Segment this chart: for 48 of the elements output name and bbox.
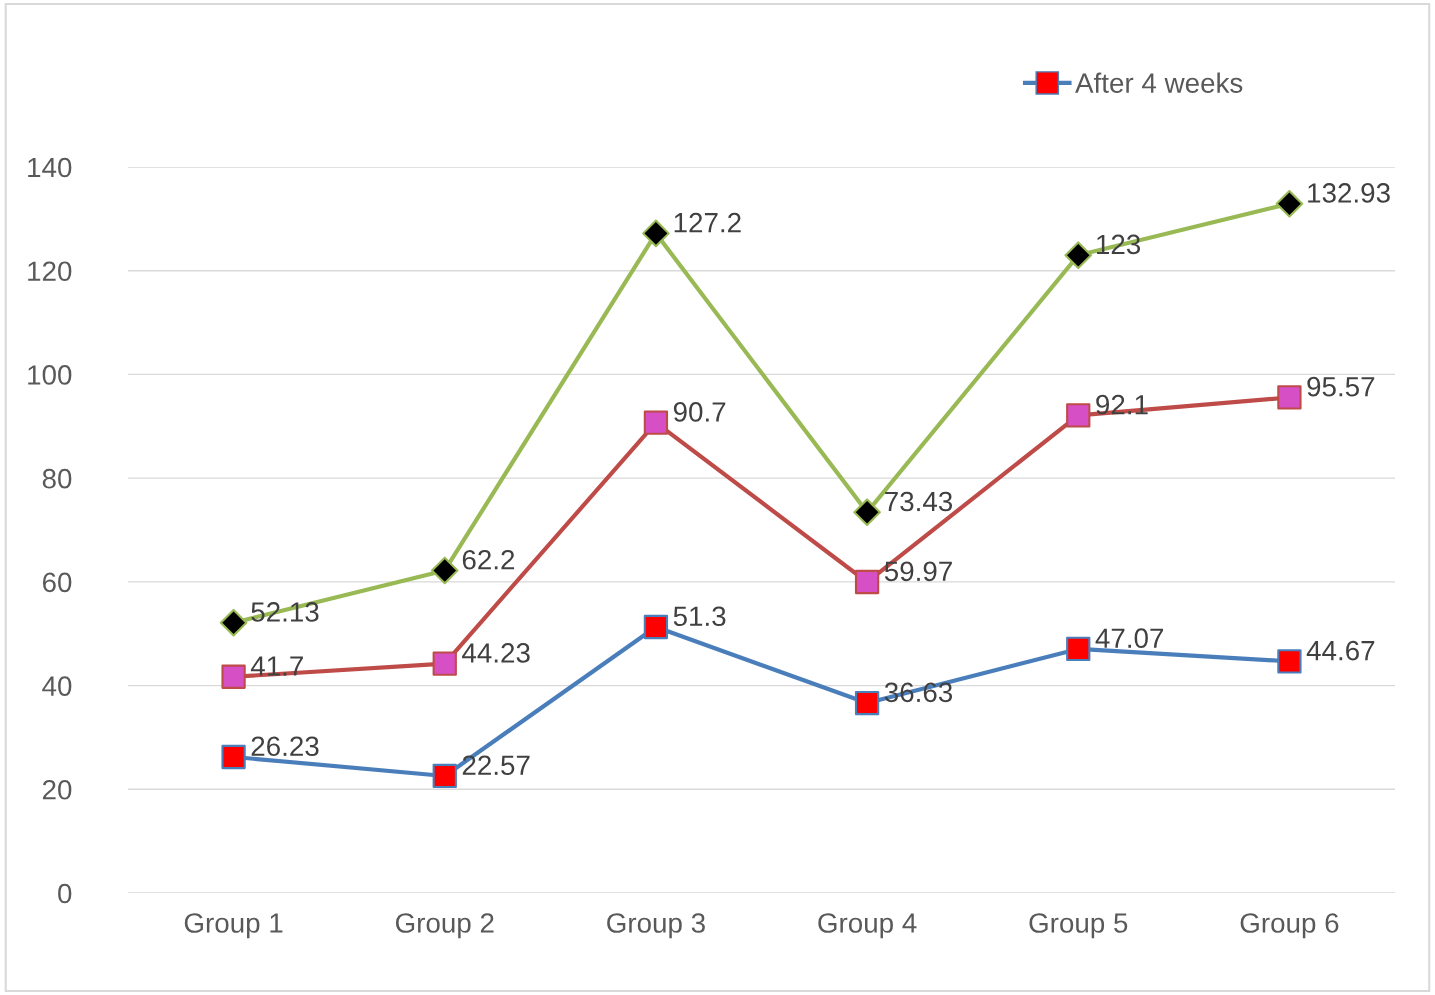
point <box>854 569 880 595</box>
data-label: 59.97 <box>884 561 952 582</box>
data-label: 26.23 <box>251 736 319 757</box>
point <box>221 744 246 770</box>
point <box>432 763 457 789</box>
y-tick-label: 140 <box>28 157 72 178</box>
y-tick-label: 0 <box>58 883 72 904</box>
data-label: 51.3 <box>673 606 726 627</box>
point <box>221 664 246 689</box>
x-tick-label: Group 2 <box>395 913 494 939</box>
x-tick-label: Group 4 <box>818 913 917 939</box>
point <box>853 498 881 527</box>
data-label: 132.93 <box>1308 183 1390 203</box>
point <box>1277 385 1302 410</box>
x-tick-label: Group 5 <box>1029 913 1128 939</box>
data-label: 95.57 <box>1307 376 1375 397</box>
y-tick-label: 20 <box>42 779 72 800</box>
point <box>1066 403 1091 428</box>
data-label: 90.7 <box>673 402 726 422</box>
point <box>854 690 880 716</box>
x-tick-label: Group 1 <box>184 913 283 939</box>
point <box>430 556 459 585</box>
legend-label: After 4 weeks <box>1075 72 1243 93</box>
y-tick-label: 100 <box>28 365 72 385</box>
data-label: 47.07 <box>1095 628 1164 649</box>
data-label: 44.23 <box>462 643 530 663</box>
point <box>1066 636 1091 662</box>
y-tick-label: 120 <box>28 261 72 282</box>
x-tick-label: Group 3 <box>607 913 705 939</box>
point <box>1277 649 1302 674</box>
data-label: 73.43 <box>885 491 953 512</box>
point <box>219 608 248 637</box>
point <box>643 614 669 640</box>
y-tick-label: 80 <box>42 468 72 489</box>
point <box>643 410 669 435</box>
data-label: 127.2 <box>674 212 741 233</box>
x-tick-label: Group 6 <box>1240 913 1339 939</box>
y-tick-label: 40 <box>42 676 72 696</box>
point <box>1064 241 1093 269</box>
data-label: 62.2 <box>462 549 515 570</box>
data-label: 41.7 <box>250 656 303 676</box>
data-label: 22.57 <box>462 755 530 776</box>
y-tick-label: 60 <box>42 572 72 593</box>
data-label: 92.1 <box>1096 394 1148 415</box>
data-label: 44.67 <box>1306 640 1375 661</box>
point <box>1275 189 1304 218</box>
point <box>432 651 457 676</box>
point <box>642 219 670 248</box>
